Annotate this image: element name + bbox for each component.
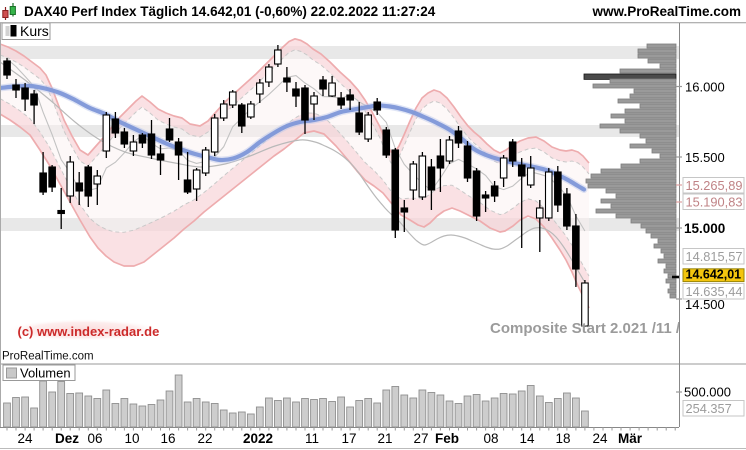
svg-text:ProRealTime.com: ProRealTime.com [2,351,94,363]
svg-text:14.635,44: 14.635,44 [686,284,743,299]
svg-text:500.000: 500.000 [684,385,731,400]
svg-text:Volumen: Volumen [20,366,71,381]
svg-text:15.500: 15.500 [685,150,725,165]
svg-text:18: 18 [555,431,570,446]
svg-text:2022: 2022 [243,431,273,446]
svg-text:24: 24 [17,431,33,446]
svg-text:24: 24 [592,431,608,446]
svg-text:11: 11 [305,431,319,446]
svg-text:10: 10 [124,431,139,446]
svg-text:14.815,57: 14.815,57 [686,249,743,264]
svg-text:22: 22 [197,431,212,446]
svg-text:14.500: 14.500 [685,297,725,312]
svg-text:14: 14 [519,431,535,446]
svg-text:21: 21 [377,431,392,446]
svg-text:Dez: Dez [55,431,79,446]
svg-text:06: 06 [87,431,102,446]
svg-text:15.000: 15.000 [684,221,725,236]
svg-text:16.000: 16.000 [685,80,725,95]
svg-text:Composite Start 2.021 /11 /1: Composite Start 2.021 /11 /1 [490,320,688,337]
svg-text:27: 27 [413,431,428,446]
svg-text:15.190,83: 15.190,83 [686,194,743,209]
svg-text:08: 08 [483,431,498,446]
svg-text:14.642,01: 14.642,01 [686,268,742,282]
svg-text:Feb: Feb [435,431,459,446]
svg-text:www.ProRealTime.com: www.ProRealTime.com [591,4,741,19]
svg-text:254.357: 254.357 [686,401,732,416]
svg-text:Kurs: Kurs [20,23,49,39]
svg-text:16: 16 [160,431,175,446]
svg-text:Mär: Mär [618,431,643,446]
svg-text:(c) www.index-radar.de: (c) www.index-radar.de [18,324,160,339]
svg-text:DAX40 Perf Index Täglich 14.64: DAX40 Perf Index Täglich 14.642,01 (-0,6… [24,4,436,19]
svg-text:15.265,89: 15.265,89 [686,178,743,193]
svg-text:17: 17 [341,431,356,446]
